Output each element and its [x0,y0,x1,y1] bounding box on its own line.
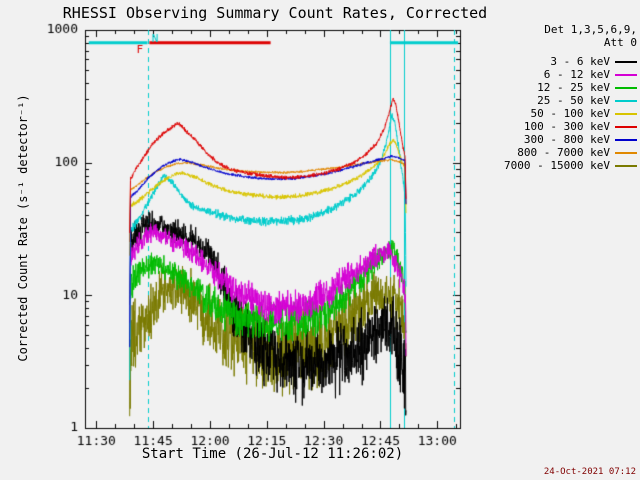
legend-color-swatch [615,151,637,154]
legend-entry: 3 - 6 keV [504,55,637,68]
legend: Det 1,3,5,6,9, Att 0 3 - 6 keV 6 - 12 keV… [504,23,637,172]
legend-label: 800 - 7000 keV [517,146,610,159]
legend-color-swatch [615,112,637,115]
legend-color-swatch [615,125,637,128]
legend-entry: 7000 - 15000 keV [504,159,637,172]
legend-label: 3 - 6 keV [550,55,610,68]
legend-label: 7000 - 15000 keV [504,159,610,172]
legend-color-swatch [615,99,637,102]
legend-entries: 3 - 6 keV 6 - 12 keV 12 - 25 keV 25 - 50 ke… [504,55,637,172]
legend-label: 25 - 50 keV [537,94,610,107]
legend-entry: 25 - 50 keV [504,94,637,107]
legend-header-attenuator: Att 0 [603,36,637,49]
legend-entry: 800 - 7000 keV [504,146,637,159]
legend-label: 100 - 300 keV [523,120,610,133]
legend-header-detectors: Det 1,3,5,6,9, [544,23,637,36]
legend-entry: 12 - 25 keV [504,81,637,94]
y-axis-label: Corrected Count Rate (s⁻¹ detector⁻¹) [16,94,30,362]
creation-timestamp: 24-Oct-2021 07:12 [543,467,636,477]
legend-color-swatch [615,60,637,63]
legend-entry: 50 - 100 keV [504,107,637,120]
chart-title: RHESSI Observing Summary Count Rates, Co… [62,4,488,22]
legend-label: 300 - 800 keV [523,133,610,146]
legend-entry: 300 - 800 keV [504,133,637,146]
legend-color-swatch [615,86,637,89]
legend-color-swatch [615,138,637,141]
legend-entry: 6 - 12 keV [504,68,637,81]
legend-entry: 100 - 300 keV [504,120,637,133]
legend-color-swatch [615,164,637,167]
legend-color-swatch [615,73,637,76]
legend-label: 12 - 25 keV [537,81,610,94]
legend-label: 6 - 12 keV [543,68,610,81]
x-axis-label: Start Time (26-Jul-12 11:26:02) [141,446,404,462]
legend-label: 50 - 100 keV [530,107,610,120]
